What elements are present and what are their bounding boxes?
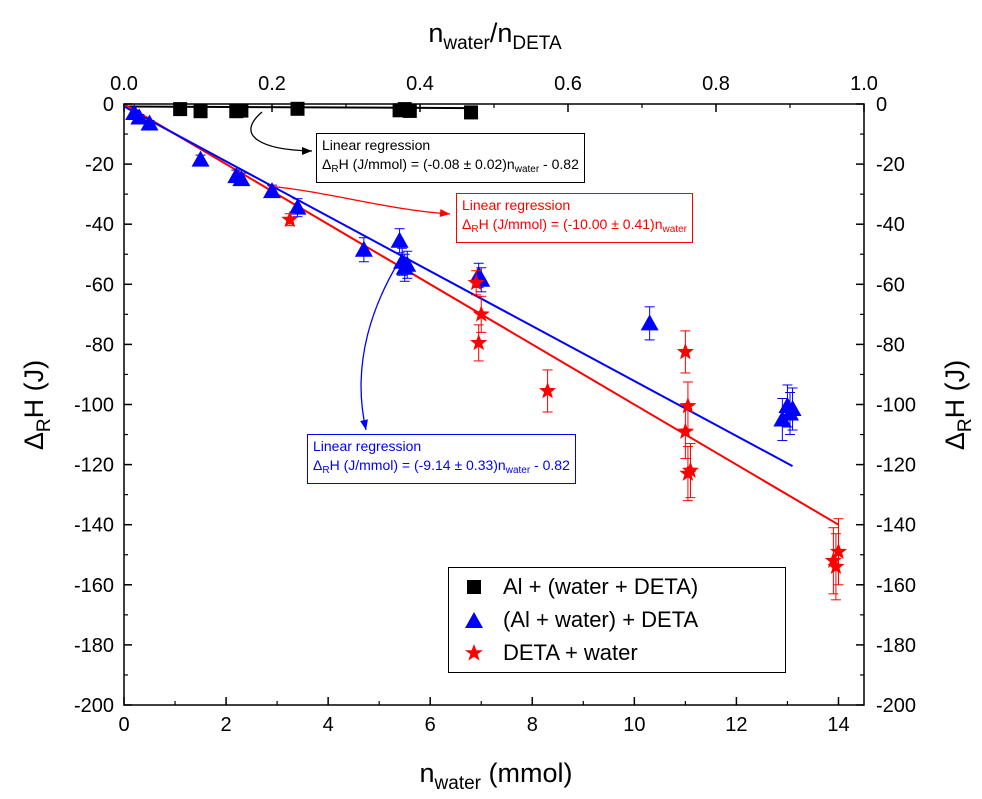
y-right-tick-label: 0 (876, 94, 887, 116)
data-point-triangle (354, 240, 373, 257)
data-point-triangle (263, 182, 281, 199)
x-top-tick-label: 0.8 (702, 73, 730, 95)
x-tick-label: 6 (425, 714, 436, 736)
legend-label: DETA + water (503, 640, 638, 665)
fit-line (123, 105, 794, 467)
annotation-arrow-line (250, 111, 313, 152)
legend-triangle-icon (457, 611, 491, 629)
legend: Al + (water + DETA) (Al + water) + DETA … (448, 567, 786, 673)
y-right-tick-label: -160 (876, 575, 916, 597)
x-tick-label: 12 (725, 714, 747, 736)
x-top-tick-label: 0.6 (554, 73, 582, 95)
y-left-tick-label: -120 (74, 455, 114, 477)
legend-item-black: Al + (water + DETA) (457, 572, 698, 602)
data-point-star (824, 551, 842, 569)
y-right-tick-label: -200 (876, 695, 916, 717)
y-left-tick-label: -60 (85, 274, 114, 296)
tick-labels: 0 2 4 6 8 10 12 140.0 0.2 0.4 0.6 0.8 1.00 0-20 -20-40… (74, 73, 916, 736)
data-point-square (173, 102, 188, 117)
legend-item-red: DETA + water (457, 638, 638, 668)
data-point-triangle (130, 108, 149, 125)
data-point-star (470, 333, 488, 351)
y-left-tick-label: 0 (103, 94, 114, 116)
annotation-arrow-line (360, 262, 399, 431)
data-point-star (681, 461, 700, 478)
x-axis-top-label: nwater/nDETA (428, 18, 562, 54)
y-left-tick-label: -200 (74, 695, 114, 717)
annotation-arrow-line (267, 185, 451, 215)
annotation-arrow-head (302, 147, 312, 155)
data-point-triangle (783, 400, 802, 417)
data-point-square (290, 101, 305, 116)
data-point-star (676, 422, 694, 439)
annotation-arrow-head (360, 419, 368, 430)
data-point-triangle (232, 170, 251, 187)
data-point-star (679, 397, 697, 414)
y-left-tick-label: -180 (74, 635, 114, 657)
x-top-tick-label: 0.2 (258, 73, 286, 95)
data-point-star (827, 557, 845, 575)
y-left-tick-label: -20 (85, 154, 114, 176)
data-point-star (676, 342, 694, 360)
y-right-tick-label: -40 (876, 214, 905, 236)
y-left-tick-label: -40 (85, 214, 114, 236)
legend-label: Al + (water + DETA) (503, 574, 699, 599)
legend-item-blue: (Al + water) + DETA (457, 605, 698, 635)
y-right-tick-label: -80 (876, 334, 905, 356)
annotation-box-blue: Linear regression ΔRH (J/mmol) = (-9.14 … (307, 434, 576, 484)
x-tick-label: 8 (527, 714, 538, 736)
annotation-arrow-head (439, 209, 450, 217)
data-point-square (402, 103, 417, 118)
data-point-star (467, 273, 485, 291)
data-points (125, 101, 848, 601)
y-right-tick-label: -140 (876, 515, 916, 537)
y-left-tick-label: -160 (74, 575, 114, 597)
data-point-triangle (288, 198, 307, 215)
annotation-arrows (250, 111, 451, 431)
x-top-tick-label: 0.4 (406, 73, 434, 95)
data-point-square (464, 105, 479, 120)
x-tick-label: 4 (323, 714, 334, 736)
annotation-box-red: Linear regression ΔRH (J/mmol) = (-10.00… (456, 193, 693, 243)
data-point-star (539, 381, 557, 399)
y-right-tick-label: -60 (876, 274, 905, 296)
data-point-triangle (191, 150, 210, 167)
data-point-star (281, 210, 299, 227)
y-right-tick-label: -20 (876, 154, 905, 176)
legend-star-icon (457, 643, 491, 663)
legend-square-icon (457, 578, 491, 596)
y-axis-left-label: ΔRH (J) (19, 360, 55, 450)
x-tick-label: 2 (221, 714, 232, 736)
y-right-tick-label: -100 (876, 395, 916, 417)
data-point-triangle (140, 114, 159, 131)
x-tick-label: 0 (118, 714, 129, 736)
data-point-square (234, 103, 249, 118)
x-top-tick-label: 1.0 (850, 73, 878, 95)
data-point-triangle (640, 314, 659, 331)
data-point-star (472, 305, 490, 322)
axis-ticks (123, 103, 865, 706)
data-point-triangle (390, 231, 409, 248)
data-point-star (829, 542, 848, 560)
x-tick-label: 10 (623, 714, 645, 736)
y-left-tick-label: -140 (74, 515, 114, 537)
y-right-tick-label: -180 (876, 635, 916, 657)
y-left-tick-label: -100 (74, 395, 114, 417)
x-axis-bottom-label: nwater (mmol) (420, 758, 573, 794)
x-tick-label: 14 (827, 714, 849, 736)
annotation-box-black: Linear regression ΔRH (J/mmol) = (-0.08 … (316, 133, 585, 183)
legend-label: (Al + water) + DETA (503, 607, 699, 632)
y-axis-right-label: ΔRH (J) (940, 360, 976, 450)
data-point-square (193, 104, 208, 119)
x-top-tick-label: 0.0 (110, 73, 138, 95)
y-left-tick-label: -80 (85, 334, 114, 356)
y-right-tick-label: -120 (876, 455, 916, 477)
data-point-triangle (398, 255, 417, 272)
